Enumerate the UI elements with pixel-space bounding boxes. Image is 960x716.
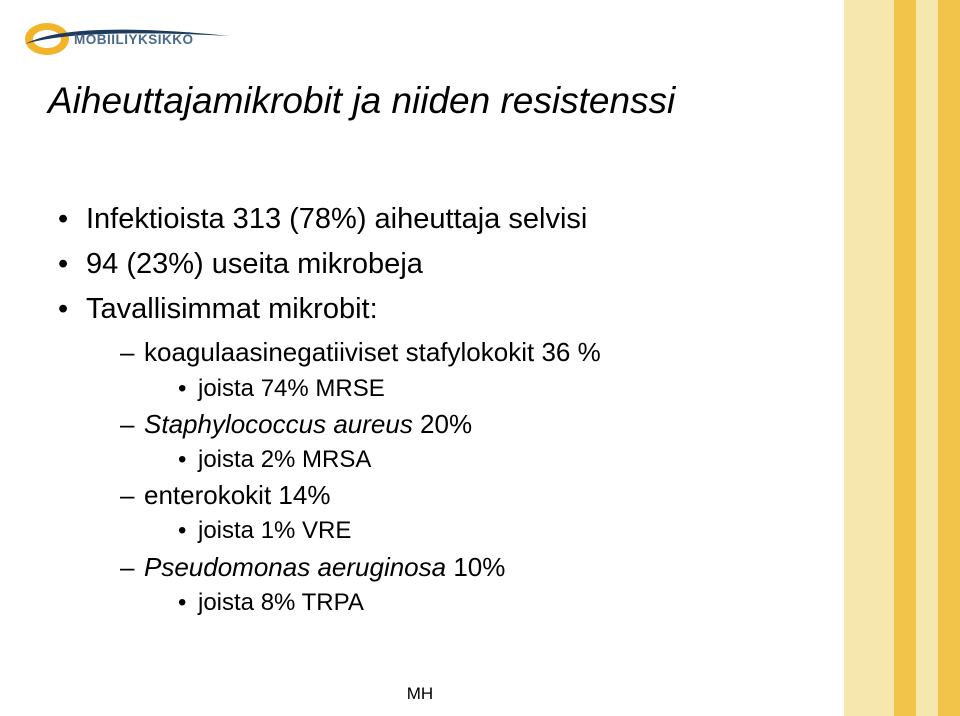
brand-text: MOBIILIYKSIKKÖ [74, 32, 194, 47]
stripe-2 [916, 0, 938, 716]
slide-body: Infektioista 313 (78%) aiheuttaja selvis… [58, 200, 818, 621]
bullet-lvl3: joista 8% TRPA [178, 587, 818, 619]
slide-title: Aiheuttajamikrobit ja niiden resistenssi [48, 80, 675, 122]
bullet-lvl2: enterokokit 14% [120, 478, 818, 513]
bullet-lvl3: joista 1% VRE [178, 515, 818, 547]
bullet-lvl2: koagulaasinegatiiviset stafylokokit 36 % [120, 335, 818, 370]
plain-text: 20% [413, 409, 472, 439]
italic-text: Pseudomonas aeruginosa [144, 552, 446, 582]
plain-text: 10% [446, 552, 505, 582]
bullet-lvl3: joista 2% MRSA [178, 444, 818, 476]
stripe-1 [938, 0, 960, 716]
bullet-lvl2: Pseudomonas aeruginosa 10% [120, 550, 818, 585]
stripe-3 [894, 0, 916, 716]
footer-initials: MH [0, 684, 840, 704]
bullet-lvl1: 94 (23%) useita mikrobeja [58, 245, 818, 284]
brand-logo: MOBIILIYKSIKKÖ [20, 14, 240, 62]
stripe-4 [844, 0, 894, 716]
italic-text: Staphylococcus aureus [144, 409, 413, 439]
bullet-lvl1: Infektioista 313 (78%) aiheuttaja selvis… [58, 200, 818, 239]
bullet-lvl2: Staphylococcus aureus 20% [120, 407, 818, 442]
bullet-lvl3: joista 74% MRSE [178, 373, 818, 405]
brand-logo-svg: MOBIILIYKSIKKÖ [20, 14, 240, 62]
slide: MOBIILIYKSIKKÖ Aiheuttajamikrobit ja nii… [0, 0, 960, 716]
bullet-lvl1: Tavallisimmat mikrobit: [58, 290, 818, 329]
